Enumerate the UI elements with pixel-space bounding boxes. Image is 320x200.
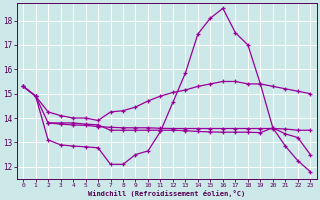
X-axis label: Windchill (Refroidissement éolien,°C): Windchill (Refroidissement éolien,°C) [88,190,245,197]
